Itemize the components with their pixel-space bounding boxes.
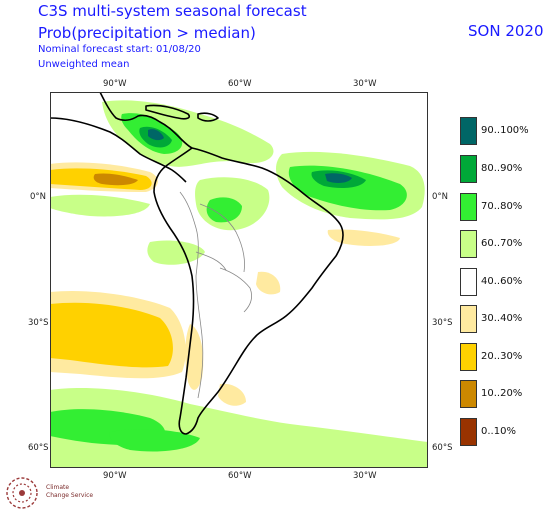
shade-60-70-pacific-north [50,194,150,217]
shade-10-20-equatorial-pacific [93,173,138,186]
border-brazil-west [199,203,245,273]
left-tick-30s: 30°S [28,318,49,328]
legend-swatch-20-30 [460,343,477,371]
shade-60-70-pacific-mid [147,240,205,265]
map-title: C3S multi-system seasonal forecast [38,2,307,20]
shade-90-100-central-america [148,129,164,141]
border-paraguay [219,267,252,313]
legend-swatch-0-10 [460,418,477,446]
legend-swatch-60-70 [460,230,477,258]
top-tick-90w: 90°W [103,79,127,89]
bottom-tick-90w: 90°W [103,471,127,481]
legend-label-20-30: 20..30% [481,351,523,362]
legend-swatch-10-20 [460,380,477,408]
coastline-gulf [99,92,193,149]
legend-label-70-80: 70..80% [481,201,523,212]
bottom-tick-30w: 30°W [353,471,377,481]
map-subtitle: Prob(precipitation > median) [38,24,256,42]
left-tick-60s: 60°S [28,443,49,453]
shade-30-40-patagonia-east [218,383,246,406]
logo-line-2: Change Service [46,492,94,499]
shade-70-80-southern-ocean [109,429,200,452]
legend-label-90-100: 90..100% [481,125,529,136]
legend-swatch-90-100 [460,117,477,145]
top-tick-60w: 60°W [228,79,252,89]
probability-map [50,92,428,468]
legend-label-60-70: 60..70% [481,238,523,249]
coastlines [50,92,344,435]
season-label: SON 2020 [468,22,544,40]
legend-label-30-40: 30..40% [481,313,523,324]
legend-swatch-80-90 [460,155,477,183]
left-tick-0n: 0°N [30,192,47,202]
weighting-label: Unweighted mean [38,59,130,70]
border-andes [179,191,204,399]
legend-label-40-60: 40..60% [481,276,523,287]
climate-logo-icon [6,477,38,509]
top-tick-30w: 30°W [353,79,377,89]
shade-90-100-atlantic [325,173,352,183]
copernicus-logo: Climate Change Service [4,474,114,514]
legend-swatch-70-80 [460,193,477,221]
logo-line-1: Climate [46,484,70,491]
right-tick-0n: 0°N [432,192,449,202]
legend-label-80-90: 80..90% [481,163,523,174]
legend-label-0-10: 0..10% [481,426,516,437]
country-borders [179,191,252,399]
right-tick-30s: 30°S [432,318,453,328]
coastline-hispaniola [197,112,219,122]
legend-swatch-30-40 [460,305,477,333]
shade-70-80-amazon [206,197,242,223]
forecast-start-label: Nominal forecast start: 01/08/20 [38,44,201,55]
shade-20-30-southeast-pacific [50,302,173,368]
shade-30-40-brazil-south [256,271,281,295]
probability-shading [50,100,428,468]
right-tick-60s: 60°S [432,443,453,453]
coastline-mexico-central-america [50,117,187,183]
border-bolivia [195,251,227,271]
legend-swatch-40-60 [460,268,477,296]
bottom-tick-60w: 60°W [228,471,252,481]
legend-label-10-20: 10..20% [481,388,523,399]
coastline-south-america [153,147,344,435]
map-frame [50,92,428,468]
shade-30-40-south-atlantic [327,229,400,246]
coastline-cuba [145,104,191,120]
